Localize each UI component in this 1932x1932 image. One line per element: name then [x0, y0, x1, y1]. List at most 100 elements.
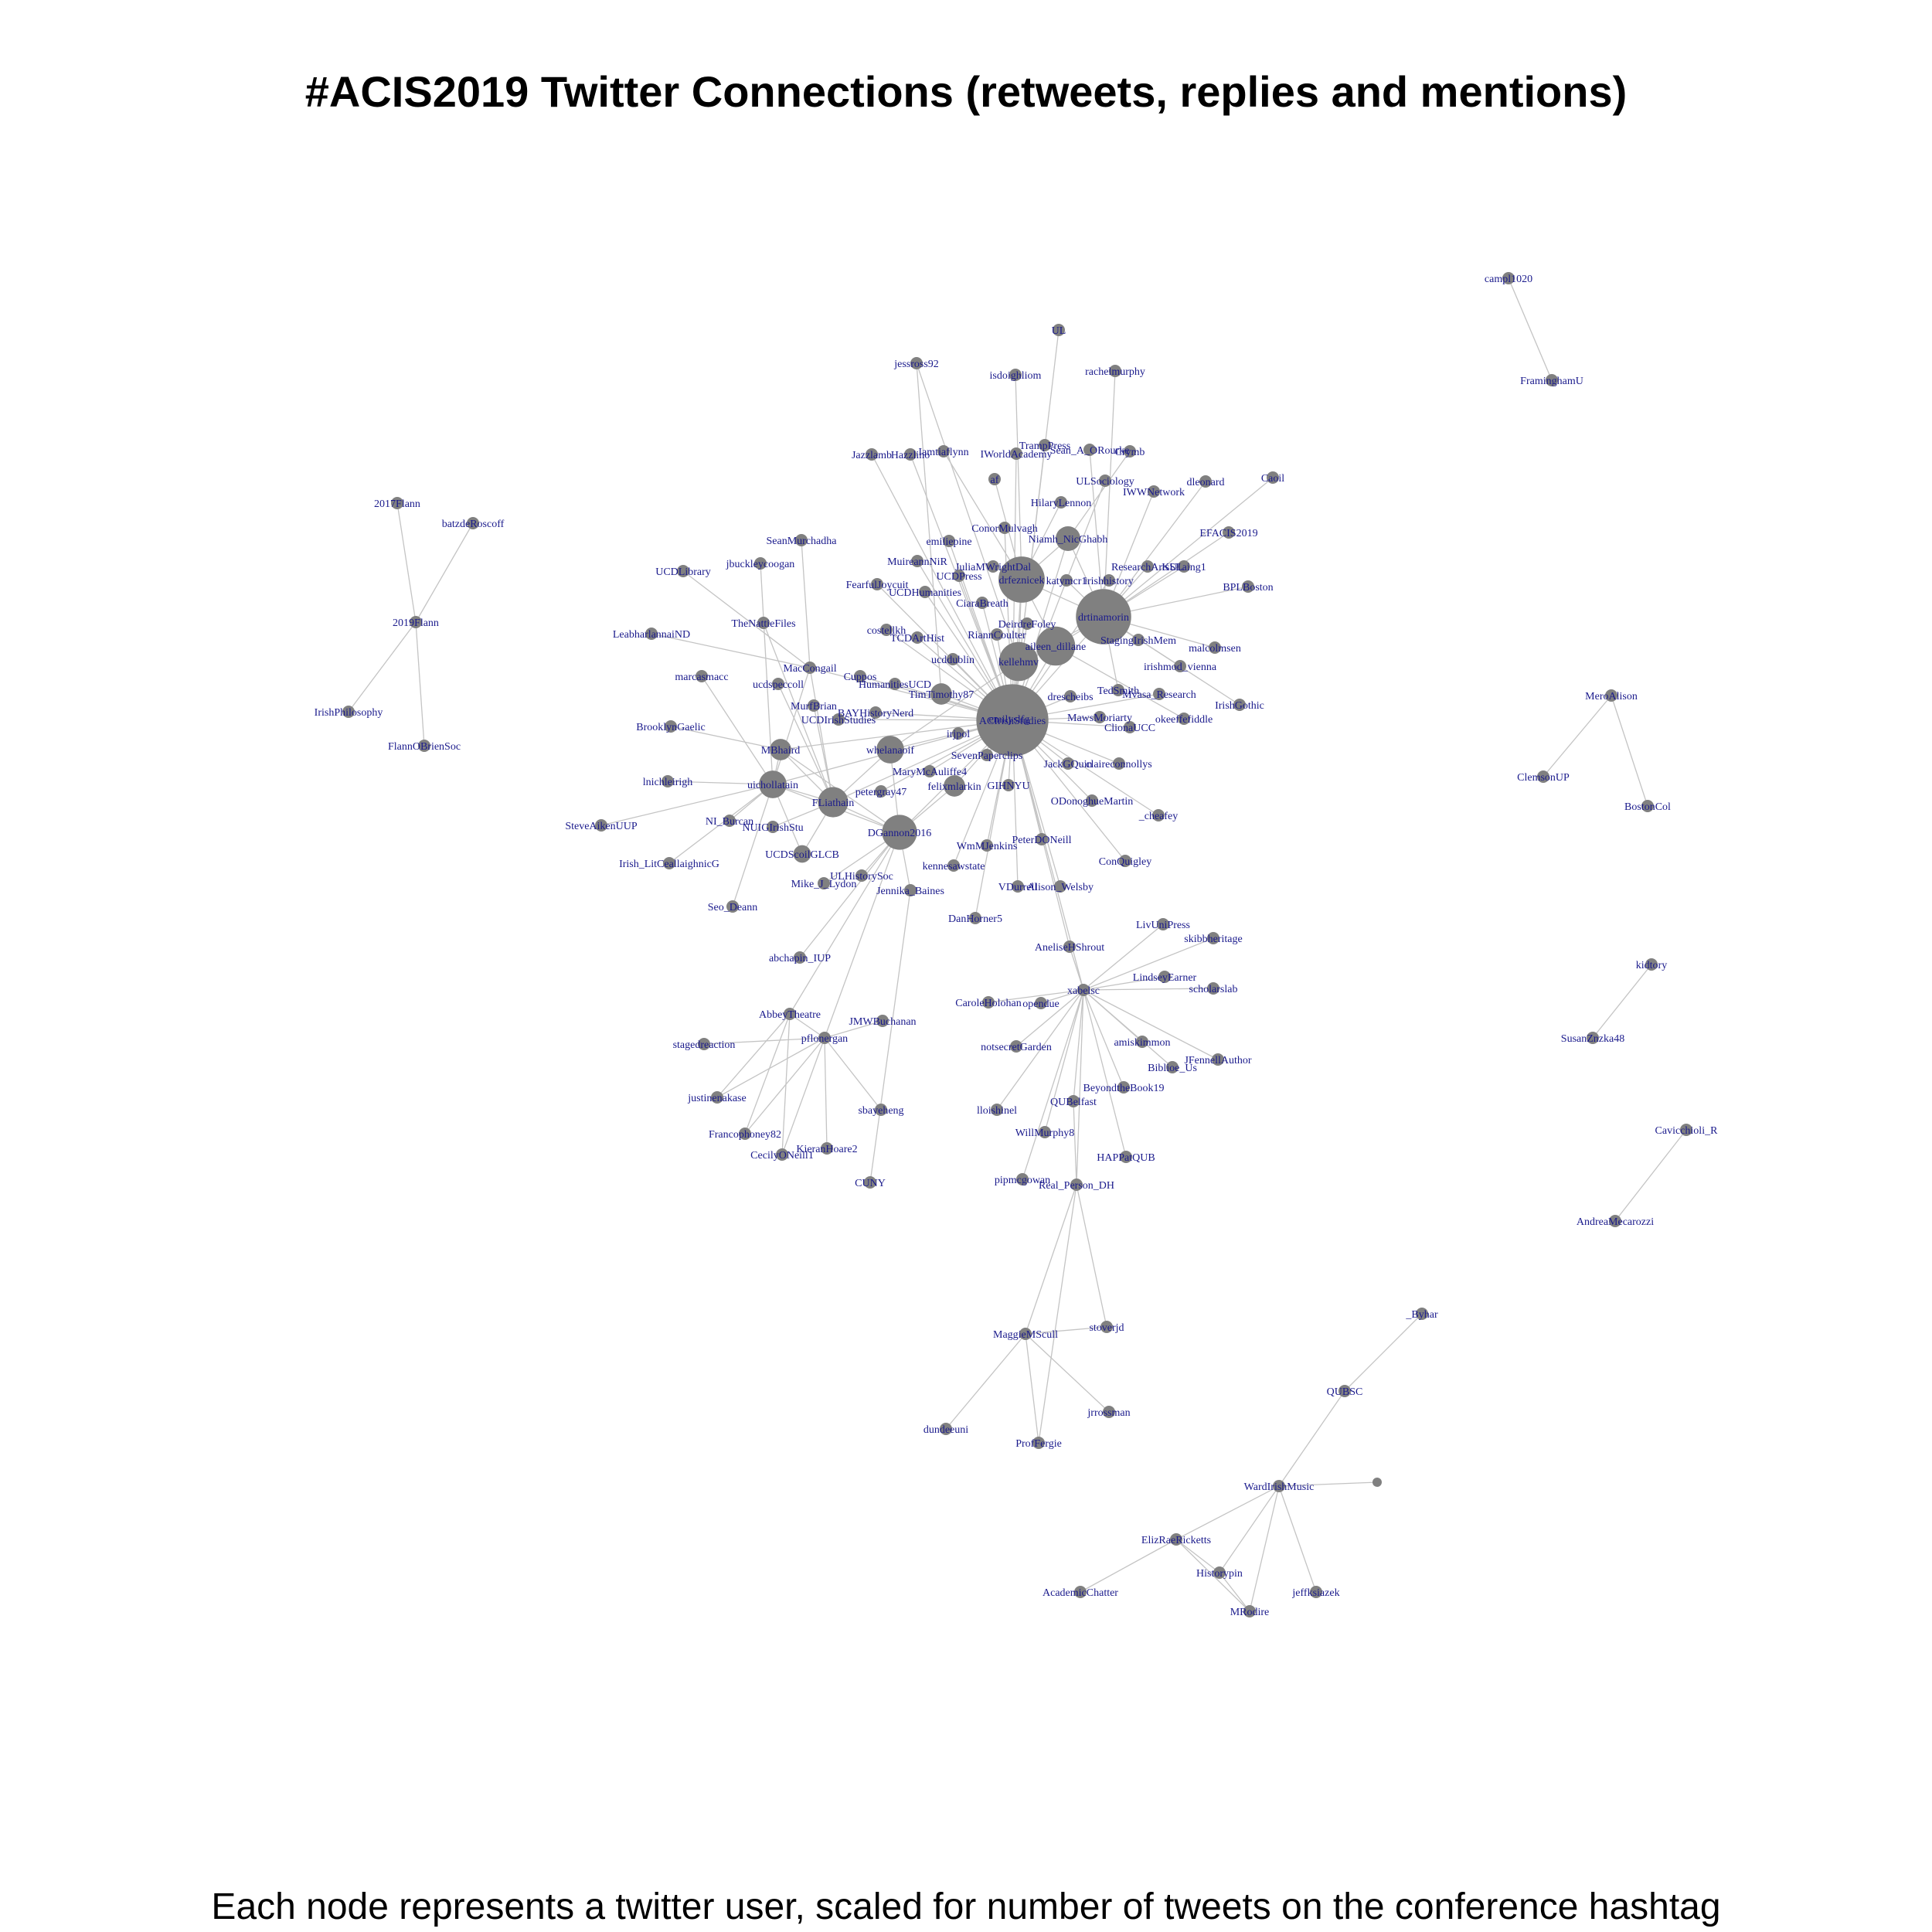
node-label: jbuckleycoogan [726, 559, 795, 570]
edge-UCDLibrary-MacCongail [682, 570, 811, 668]
node-label: MuireannNiR [887, 556, 947, 568]
node-felixmlarkin [944, 775, 965, 797]
edge-CecilyONeill1-pflonergan [781, 1037, 825, 1155]
node-label: lloishinel [977, 1105, 1017, 1117]
node-WillMurphy8 [1039, 1126, 1051, 1138]
node-label: TrampPress [1019, 440, 1070, 452]
node-_Byhar [1416, 1308, 1428, 1320]
node-label: opendue [1022, 998, 1059, 1010]
node-rachelmurphy [1109, 365, 1121, 377]
node-label: 2019Flann [393, 617, 439, 629]
node-Caoil [1267, 471, 1279, 484]
edge-QUBelfast-xabelsc [1073, 989, 1084, 1102]
node-MRodire [1243, 1605, 1256, 1617]
node-MacCongail [804, 662, 816, 674]
edge-kidtory-SusanZnzka48 [1592, 964, 1652, 1039]
node-label: scholarslab [1189, 984, 1238, 995]
node-skibbheritage [1207, 932, 1219, 944]
node-label: petergray47 [855, 787, 907, 798]
node-label: UCDHumanities [889, 587, 961, 599]
node-label: Mike_J_Lydon [791, 879, 857, 890]
node-MuireannNiR [911, 555, 923, 567]
node-label: kennesawstate [923, 861, 985, 872]
node-label: CaroleHolohan [955, 998, 1022, 1009]
edge-opendue-xabelsc [1040, 989, 1084, 1004]
node-SevenPaperclips [981, 749, 993, 761]
node-lnichleirigh [662, 775, 674, 787]
node-EFACIS2019 [1223, 526, 1235, 539]
edge-MaggieMScull-Real_Person_DH [1025, 1184, 1077, 1335]
node-label: PeterDONeill [1012, 835, 1072, 846]
node-Mike_J_Lydon [818, 877, 830, 889]
node-ULSociology [1099, 474, 1111, 487]
edge-Francophoney82-pflonergan [744, 1037, 825, 1134]
node-ElizRaeRicketts [1170, 1533, 1182, 1546]
label-layer: campl1020 FraminghamU 2017Flann batzdeRosco… [315, 274, 1718, 1618]
node-label: drescheibs [1047, 692, 1093, 703]
node-label: irjpol [947, 729, 970, 740]
edge-MacCongail-FLiathain [809, 667, 834, 803]
edge-Francophoney82-AbbeyTheatre [744, 1013, 791, 1134]
node-label: ClemsonUP [1517, 772, 1570, 784]
node-label: CiaraBreath [956, 598, 1009, 610]
node-label: malcolmsen [1189, 643, 1241, 655]
node-label: kellehmv [998, 657, 1039, 668]
node-label: Seo_Deann [708, 902, 758, 913]
node-label: Biblioe_Us [1148, 1063, 1197, 1074]
node-label: notsecretGarden [981, 1042, 1052, 1053]
node-label: GIHNYU [987, 781, 1029, 792]
node-CaroleHolohan [982, 996, 995, 1009]
node-LindseyEarner [1158, 971, 1171, 983]
node-label: Alison_Welsby [1027, 882, 1094, 893]
node-Biblioe_Us [1166, 1061, 1179, 1073]
edge-layer [348, 277, 1687, 1612]
node-BrooklynGaelic [665, 720, 677, 733]
node-Cavicchioli_R [1680, 1124, 1692, 1136]
node-MeroAlison [1605, 689, 1617, 702]
node-label: campl1020 [1485, 274, 1532, 285]
node-scholarslab [1207, 982, 1219, 995]
node-label: IrishGothic [1215, 700, 1264, 712]
node-MaryMcAuliffe4 [923, 765, 936, 777]
node-aileen_dillane [1036, 626, 1076, 666]
node-label: StagingIrishMem [1100, 635, 1176, 647]
node-label: okeeffefiddle [1155, 714, 1213, 726]
node-costellkh [880, 624, 893, 636]
node-label: MaryMcAuliffe4 [893, 767, 967, 778]
node-label: stagedreaction [673, 1039, 736, 1051]
edge-lnichleirigh-uichollatain [667, 781, 774, 785]
node-FearfulJoycuit [871, 578, 883, 590]
node-JuliaMWrightDal [987, 560, 999, 573]
node-label: Jennika_Baines [876, 886, 944, 897]
edge-okeeffefiddle-aileen_dillane [1055, 645, 1185, 719]
node-label: QUBSC [1327, 1386, 1363, 1398]
node-label: Cavicchioli_R [1655, 1125, 1719, 1137]
edge-stoverjd-Real_Person_DH [1076, 1184, 1107, 1328]
node-VDurrell [1012, 880, 1024, 893]
node-LeabharlannaiND [645, 628, 658, 640]
node-opendue [1035, 997, 1047, 1009]
edge-MaggieMScull-stoverjd [1025, 1326, 1107, 1335]
node-irjpol [952, 727, 964, 740]
node-drescheibs [1064, 690, 1077, 702]
node-label: IWWNetwork [1123, 487, 1185, 498]
node-label: KSLaing1 [1162, 562, 1206, 573]
edge-lloishinel-xabelsc [996, 989, 1084, 1111]
node-petergray47 [875, 785, 887, 798]
node-label: MacCongail [783, 663, 836, 675]
edge-MaggieMScull-dundeeuni [945, 1333, 1026, 1430]
node-PeterDONeill [1036, 833, 1048, 845]
node-label: Crymb [1115, 447, 1145, 458]
node-irishhistory [1103, 574, 1115, 587]
node-label: SteveAikenUUP [565, 821, 638, 832]
node-label: _cheafey [1138, 811, 1179, 822]
node-kidtory [1645, 958, 1658, 971]
edge-marcasmacc-uichollatain [701, 675, 774, 785]
edge-MaggieMScull-ProfFergie [1025, 1333, 1039, 1444]
node-label: Jazzlamb [852, 450, 892, 461]
edge-pipmcgowan-xabelsc [1022, 989, 1084, 1180]
node-kellehmv [998, 641, 1039, 682]
node-label: irishhistory [1084, 576, 1134, 587]
node-claireconnollys [1113, 757, 1125, 770]
